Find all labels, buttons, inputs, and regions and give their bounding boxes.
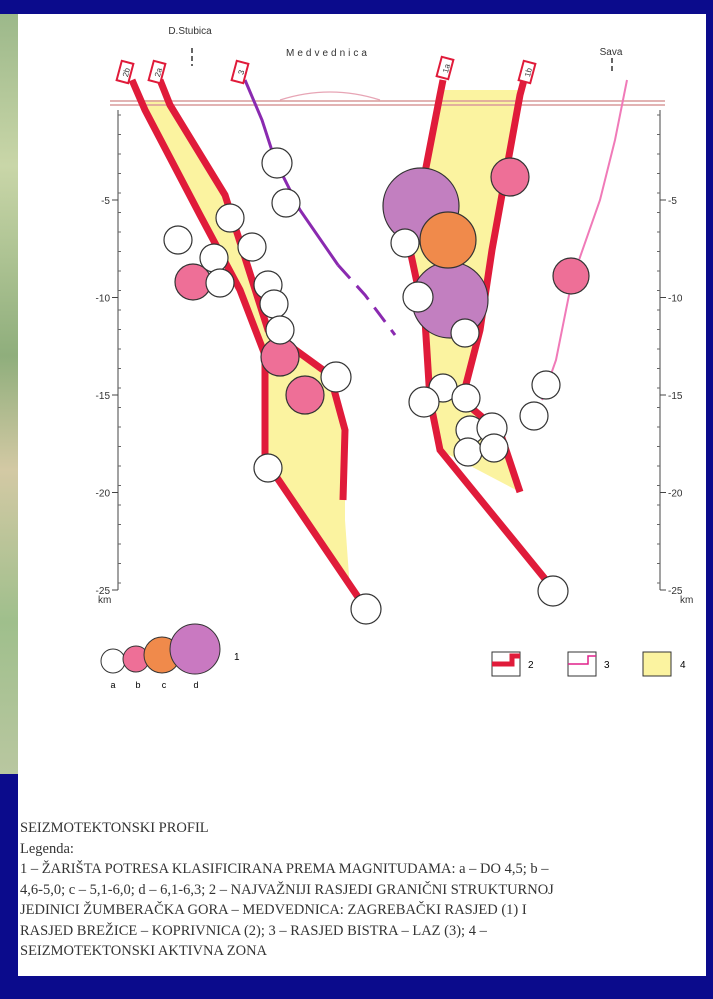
focus [420,212,476,268]
page: {"header": {"place_labels": ["D.Stubica"… [0,0,713,999]
focus [538,576,568,606]
map-strip [0,14,18,774]
focus [452,384,480,412]
legend-symbol [643,652,671,676]
legend-number: 3 [604,660,610,671]
focus [351,594,381,624]
legend-number: 1 [234,652,240,663]
caption-heading: Legenda: [20,839,706,860]
bistra-laz-fault [338,265,395,335]
fault-tag: 2b [117,61,134,83]
focus [206,269,234,297]
place-label: Sava [600,47,623,58]
caption-line: RASJED BREŽICE – KOPRIVNICA (2); 3 – RAS… [20,921,706,942]
depth-unit: km [680,595,693,606]
legend-circle [101,649,125,673]
caption-line: 4,6-5,0; c – 5,1-6,0; d – 6,1-6,3; 2 – N… [20,880,706,901]
caption-line: SEIZMOTEKTONSKI AKTIVNA ZONA [20,941,706,962]
legend-number: 4 [680,660,686,671]
caption-line: JEDINICI ŽUMBERAČKA GORA – MEDVEDNICA: Z… [20,900,706,921]
caption-title: SEIZMOTEKTONSKI PROFIL [20,818,706,839]
legend-class: a [110,680,115,690]
focus [553,258,589,294]
depth-unit: km [98,595,111,606]
legend-class: c [162,680,167,690]
place-label: Medvednica [286,48,370,59]
legend-circle [170,624,220,674]
depth-label: -10 [96,294,111,305]
depth-label: -15 [668,391,683,402]
sava-fault [542,80,627,400]
fault-tag: 1b [519,61,536,83]
focus [321,362,351,392]
focus [451,319,479,347]
depth-label: -15 [96,391,111,402]
place-label: D.Stubica [168,26,212,37]
legend-class: b [135,680,140,690]
focus [272,189,300,217]
focus [520,402,548,430]
legend-class: d [193,680,198,690]
focus [238,233,266,261]
legend-number: 2 [528,660,534,671]
depth-label: -10 [668,294,683,305]
fault-tag: 1a [437,57,454,79]
focus [286,376,324,414]
active-zone [140,100,350,590]
focus [216,204,244,232]
focus [391,229,419,257]
caption-line: 1 – ŽARIŠTA POTRESA KLASIFICIRANA PREMA … [20,859,706,880]
depth-label: -5 [668,196,677,207]
focus [532,371,560,399]
caption: SEIZMOTEKTONSKI PROFIL Legenda: 1 – ŽARI… [20,818,706,962]
focus [480,434,508,462]
depth-label: -20 [96,489,111,500]
focus [200,244,228,272]
focus [266,316,294,344]
focus [164,226,192,254]
focus [491,158,529,196]
depth-label: -20 [668,489,683,500]
focus [403,282,433,312]
focus [454,438,482,466]
focus [254,454,282,482]
depth-label: -5 [101,196,110,207]
topography [280,92,380,100]
focus [262,148,292,178]
focus [409,387,439,417]
focus [260,290,288,318]
